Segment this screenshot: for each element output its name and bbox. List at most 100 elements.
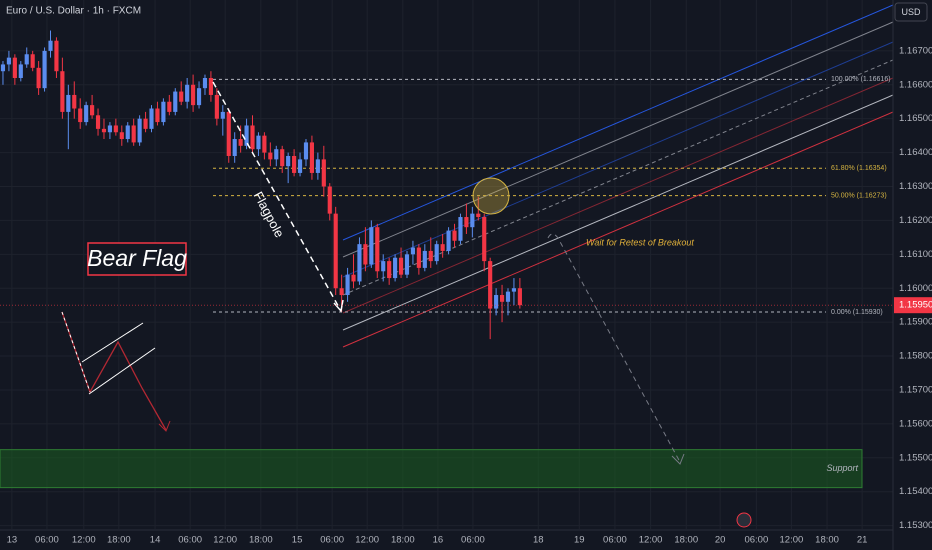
channel-line	[342, 4, 894, 241]
candle-body	[476, 213, 481, 218]
x-tick-label: 18:00	[249, 535, 273, 546]
candle-body	[101, 128, 107, 133]
fib-label: 50.00% (1.16273)	[831, 193, 887, 200]
y-tick-label: 1.16600	[899, 79, 932, 90]
candle-body	[440, 244, 445, 251]
candle-body	[36, 67, 41, 89]
candle-body	[434, 244, 439, 262]
candle-body	[125, 125, 130, 140]
fib-label: 0.00% (1.15930)	[831, 309, 883, 316]
flagpole-line	[212, 81, 342, 312]
channel-line	[342, 94, 894, 331]
last-price-label: 1.15950	[899, 300, 932, 311]
candle-body	[292, 155, 297, 173]
x-tick-label: 12:00	[72, 535, 96, 546]
y-tick-label: 1.15900	[899, 317, 932, 328]
candle-body	[262, 135, 267, 153]
y-tick-label: 1.16300	[899, 181, 932, 192]
y-tick-label: 1.15800	[899, 351, 932, 362]
arrow-head	[671, 453, 685, 465]
candle-body	[256, 135, 261, 150]
candle-body	[446, 230, 451, 251]
currency-button[interactable]	[894, 2, 928, 22]
y-tick-label: 1.15300	[899, 520, 932, 531]
candle-body	[220, 111, 225, 119]
candle-body	[24, 54, 29, 65]
candle-body	[18, 64, 23, 78]
candle-body	[303, 142, 309, 160]
candle-body	[107, 125, 112, 133]
candle-body	[72, 94, 77, 109]
y-tick-label: 1.16500	[899, 113, 932, 124]
last-price-box	[894, 297, 932, 314]
x-tick-label: 18:00	[107, 535, 131, 546]
pattern-label: Bear Flag	[87, 245, 187, 271]
pattern-sketch	[61, 311, 171, 432]
x-tick-label: 06:00	[744, 535, 768, 546]
x-tick-label: 06:00	[461, 535, 485, 546]
x-tick-label: 18:00	[815, 535, 839, 546]
candle-body	[297, 159, 303, 173]
candle-body	[66, 94, 71, 112]
candle-body	[464, 217, 469, 228]
candle-body	[369, 227, 374, 265]
candle-body	[393, 257, 398, 279]
candle-body	[179, 91, 184, 102]
x-tick-label: 18	[533, 535, 544, 546]
x-tick-label: 06:00	[603, 535, 627, 546]
highlight-circle	[472, 177, 510, 215]
candle-body	[137, 118, 142, 143]
candle-body	[131, 125, 136, 143]
candle-body	[309, 142, 315, 173]
candle-body	[333, 213, 338, 289]
x-tick-label: 19	[574, 535, 585, 546]
x-tick-label: 15	[292, 535, 303, 546]
candle-body	[119, 132, 124, 140]
candle-body	[517, 288, 522, 306]
candle-body	[315, 159, 320, 173]
candle-body	[280, 149, 285, 167]
candle-body	[458, 217, 463, 241]
x-tick-label: 12:00	[213, 535, 237, 546]
candle-body	[398, 257, 404, 275]
candle-body	[42, 50, 47, 89]
candle-body	[357, 244, 362, 282]
x-tick-label: 12:00	[355, 535, 379, 546]
grid	[0, 0, 893, 529]
currency-label[interactable]: USD	[901, 7, 921, 17]
y-tick-label: 1.16400	[899, 147, 932, 158]
candle-body	[185, 84, 190, 102]
candle-body	[482, 217, 487, 262]
candle-body	[470, 213, 475, 228]
x-tick-label: 18:00	[391, 535, 415, 546]
candle-body	[0, 64, 6, 72]
x-tick-label: 12:00	[639, 535, 663, 546]
candles	[0, 30, 522, 340]
y-tick-label: 1.16000	[899, 283, 932, 294]
event-icon[interactable]	[736, 512, 752, 528]
channel-line	[342, 111, 894, 348]
candle-body	[238, 139, 243, 146]
y-tick-label: 1.15700	[899, 384, 932, 395]
candle-body	[113, 125, 118, 133]
candle-body	[499, 295, 505, 302]
candle-body	[232, 139, 237, 156]
candle-body	[286, 155, 291, 167]
candle-body	[208, 77, 214, 95]
candle-body	[60, 71, 65, 112]
candle-body	[250, 125, 255, 150]
y-tick-label: 1.16200	[899, 215, 932, 226]
candle-body	[30, 54, 35, 68]
candle-body	[375, 227, 380, 272]
candle-body	[488, 261, 493, 309]
fib-label: 61.80% (1.16354)	[831, 165, 887, 172]
candle-body	[214, 94, 219, 119]
axes: 1.16700 1.16600 1.16500 1.16400 1.16300 1.162…	[0, 45, 932, 546]
candle-body	[48, 40, 53, 51]
support-zone	[0, 449, 863, 489]
candle-body	[404, 254, 410, 275]
candle-body	[351, 274, 356, 282]
candle-body	[505, 291, 511, 302]
candle-body	[78, 108, 83, 123]
fib-levels: 100.00% (1.16616) 61.80% (1.16354) 50.00% …	[213, 76, 891, 316]
